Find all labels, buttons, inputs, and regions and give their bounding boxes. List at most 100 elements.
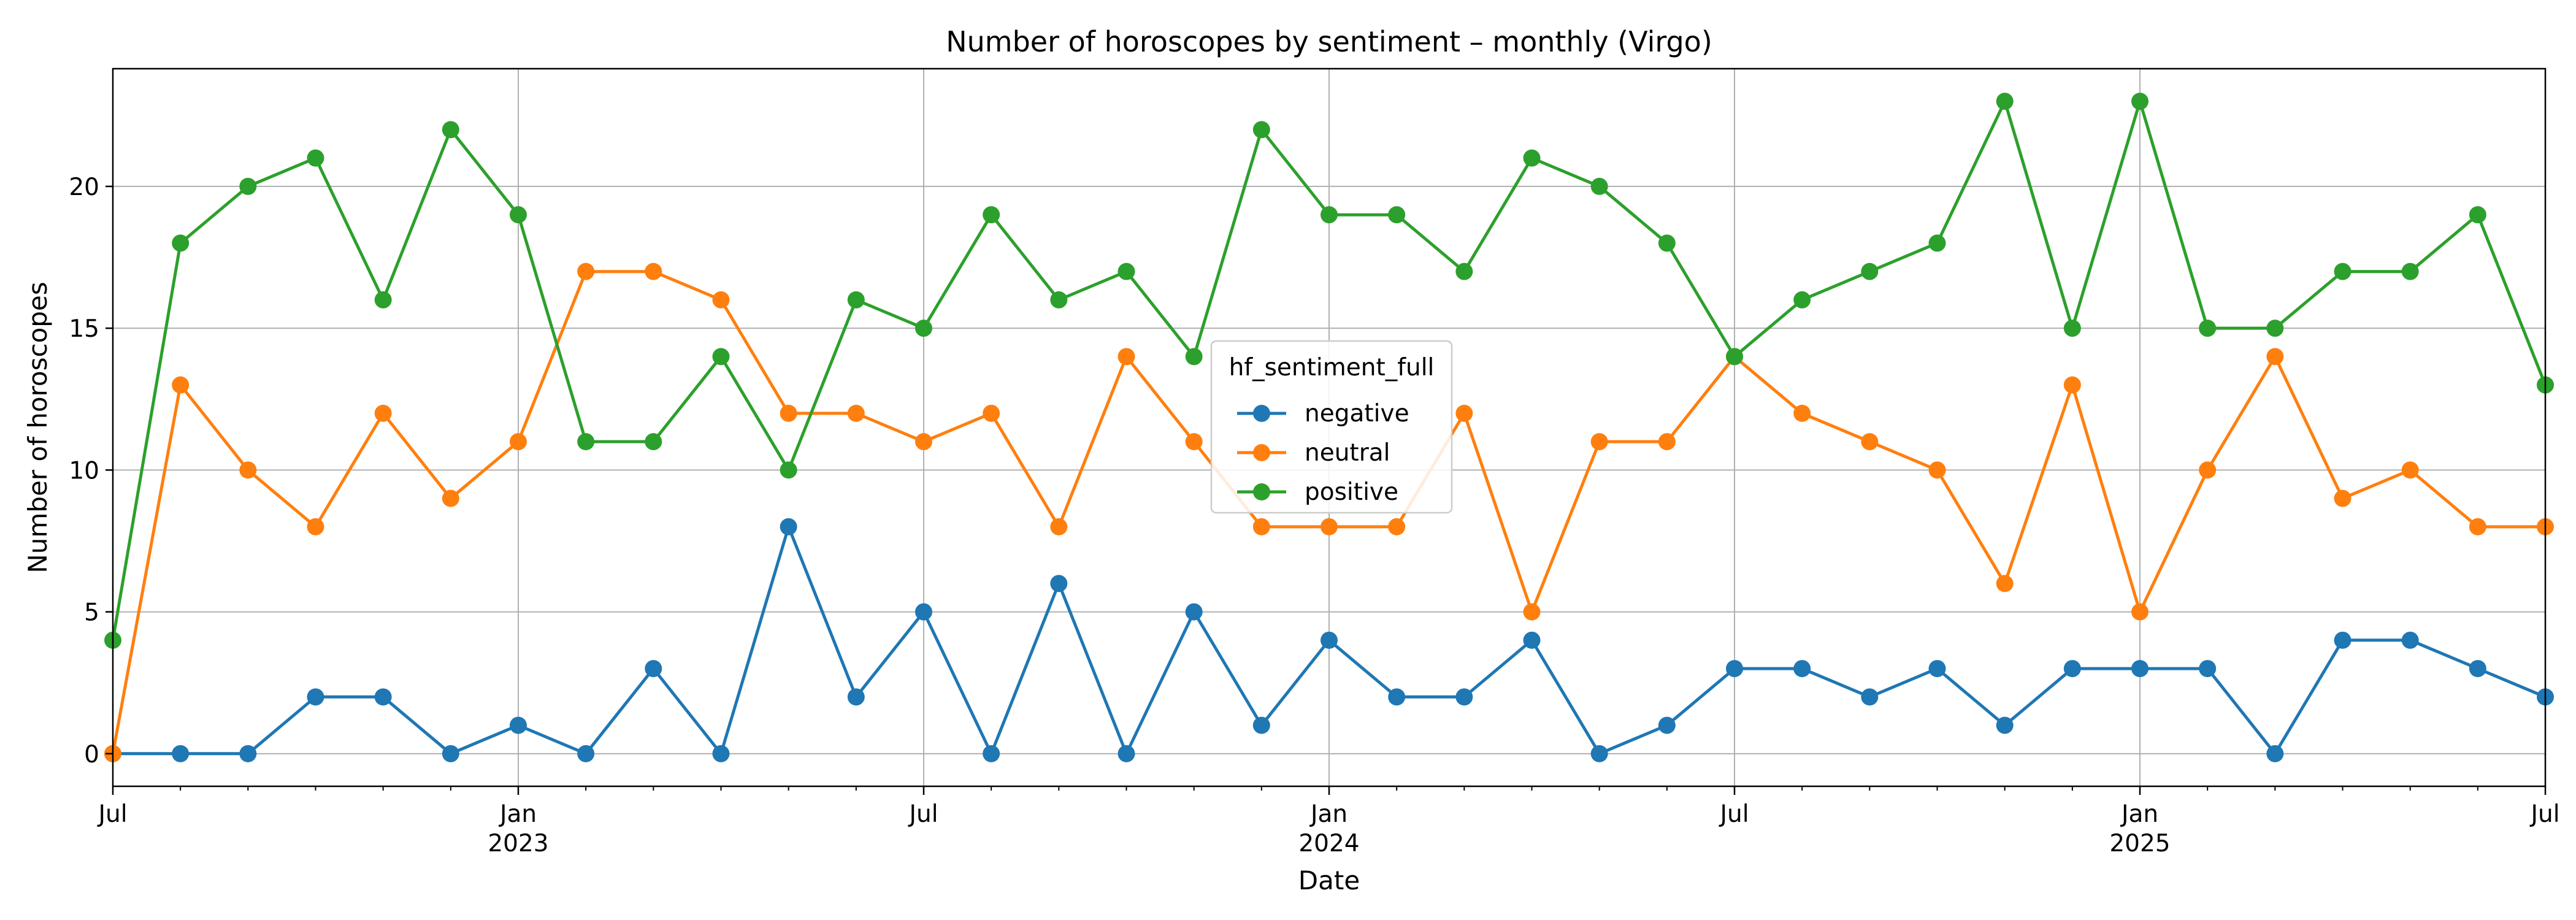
data-point-neutral [374,404,392,422]
data-point-neutral [2334,489,2352,507]
data-point-negative [1996,716,2014,734]
y-tick-label: 15 [69,315,99,343]
data-point-positive [1388,206,1406,224]
data-point-negative [915,603,932,621]
data-point-positive [1185,348,1203,366]
x-tick-label: Jan [1309,800,1347,828]
data-point-positive [2334,263,2352,280]
data-point-negative [983,745,1000,762]
data-point-negative [577,745,595,762]
data-point-positive [1928,234,1946,252]
data-point-positive [712,348,730,366]
data-point-positive [915,320,932,337]
data-point-negative [1861,688,1879,706]
data-point-negative [1590,745,1608,762]
data-point-positive [780,461,797,479]
data-point-negative [1185,603,1203,621]
data-point-neutral [1321,518,1338,535]
data-point-positive [239,177,257,195]
x-tick-label: Jul [1718,800,1749,828]
data-point-positive [2131,93,2149,110]
y-tick-label: 10 [69,457,99,485]
data-point-negative [645,660,662,678]
data-point-positive [1590,177,1608,195]
data-point-positive [1996,93,2014,110]
legend: hf_sentiment_full negative neutral positive [1210,340,1453,514]
data-point-neutral [2063,376,2081,394]
data-point-neutral [983,404,1000,422]
legend-item-positive: positive [1237,478,1398,506]
data-point-positive [2063,320,2081,337]
data-point-negative [1050,575,1068,592]
data-point-neutral [172,376,190,394]
data-point-positive [374,291,392,309]
data-point-negative [2401,631,2419,649]
data-point-positive [2401,263,2419,280]
data-point-negative [239,745,257,762]
data-point-negative [172,745,190,762]
legend-title: hf_sentiment_full [1229,354,1435,381]
data-point-positive [307,149,324,167]
data-point-negative [442,745,459,762]
data-point-neutral [239,461,257,479]
data-point-neutral [1388,518,1406,535]
data-point-neutral [1996,575,2014,592]
data-point-positive [442,121,459,139]
legend-box [1210,340,1453,514]
data-point-neutral [1252,518,1270,535]
data-point-neutral [1117,348,1135,366]
data-point-negative [2266,745,2284,762]
data-point-neutral [847,404,865,422]
data-point-positive [2199,320,2217,337]
data-point-positive [510,206,527,224]
legend-label: neutral [1305,439,1390,467]
data-point-negative [847,688,865,706]
data-point-neutral [1050,518,1068,535]
x-tick-year-label: 2025 [2109,830,2170,857]
data-point-neutral [1793,404,1811,422]
data-point-positive [1523,149,1541,167]
series-layer [104,93,2554,762]
x-tick-year-label: 2023 [488,830,548,857]
data-point-positive [847,291,865,309]
data-point-positive [645,433,662,451]
data-point-negative [1523,631,1541,649]
data-point-neutral [780,404,797,422]
data-point-positive [983,206,1000,224]
data-point-neutral [1455,404,1473,422]
data-point-negative [1388,688,1406,706]
data-point-neutral [2199,461,2217,479]
data-point-neutral [1928,461,1946,479]
data-point-neutral [2401,461,2419,479]
data-point-negative [510,716,527,734]
data-point-negative [712,745,730,762]
legend-label: negative [1305,400,1409,427]
data-point-neutral [1658,433,1676,451]
legend-marker [1253,405,1270,422]
data-point-neutral [442,489,459,507]
series-neutral [104,263,2554,762]
data-point-positive [172,234,190,252]
chart-title: Number of horoscopes by sentiment – mont… [946,25,1712,58]
data-point-negative [2334,631,2352,649]
data-point-negative [1726,660,1743,678]
data-point-negative [1658,716,1676,734]
x-axis-label: Date [1298,865,1360,895]
data-point-positive [1252,121,1270,139]
data-point-neutral [2266,348,2284,366]
legend-marker [1253,483,1270,500]
data-point-neutral [577,263,595,280]
data-point-positive [1050,291,1068,309]
x-tick-year-label: 2024 [1298,830,1359,857]
legend-label: positive [1305,478,1398,506]
data-point-positive [2266,320,2284,337]
data-point-negative [780,518,797,535]
legend-item-negative: negative [1237,400,1409,427]
data-point-positive [1861,263,1879,280]
data-point-negative [2469,660,2486,678]
data-point-positive [2469,206,2486,224]
data-point-positive [1726,348,1743,366]
data-point-negative [1455,688,1473,706]
